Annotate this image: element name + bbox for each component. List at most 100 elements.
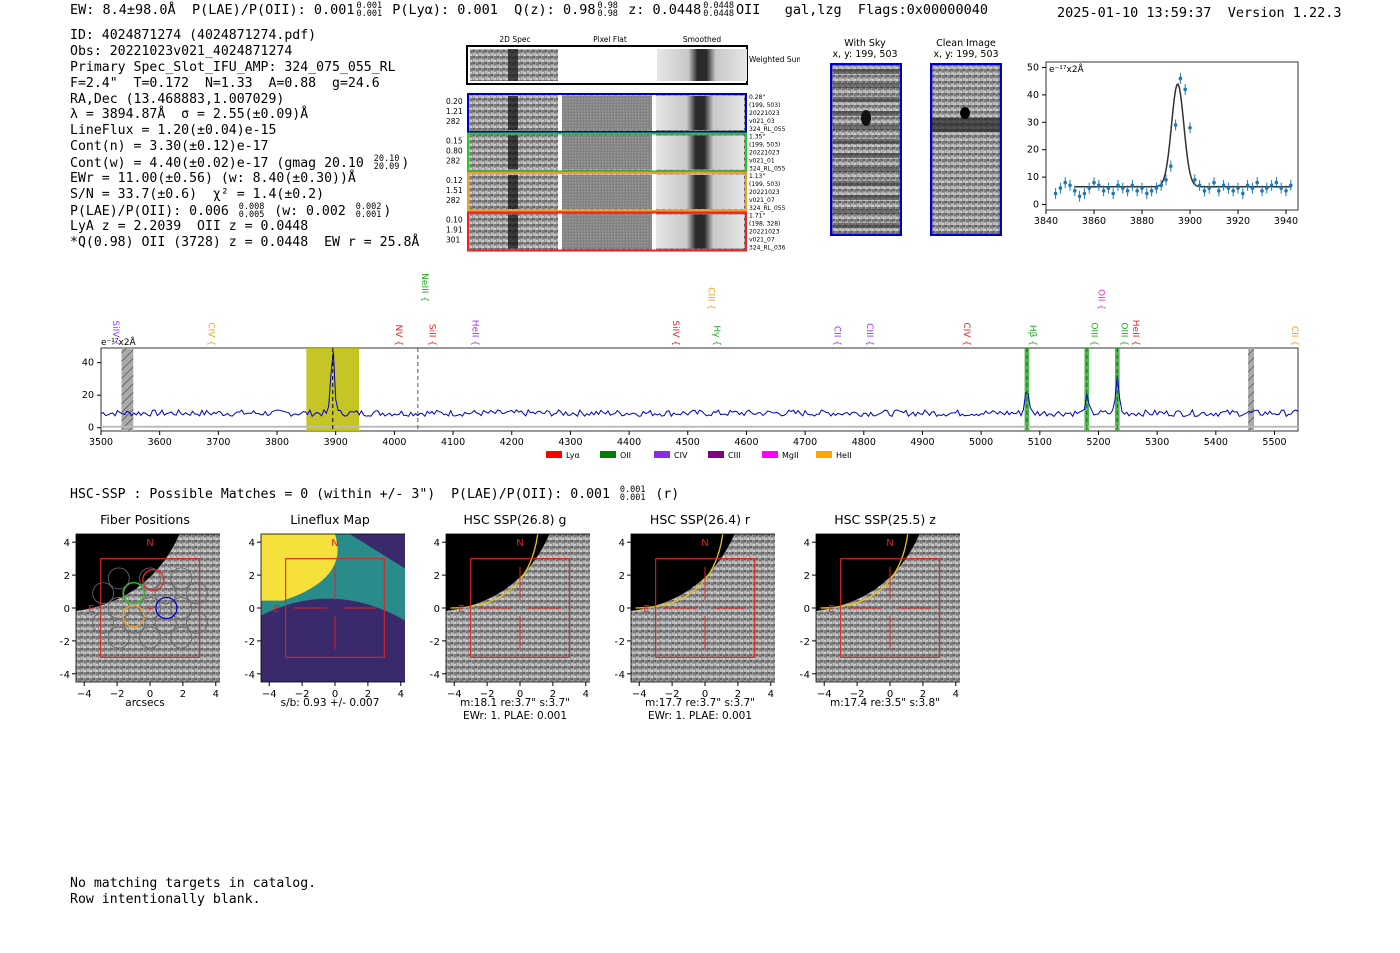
data-point bbox=[1236, 186, 1240, 190]
sky-line bbox=[833, 181, 899, 186]
emission-line-label: CIV { bbox=[961, 322, 971, 346]
fiber-circle bbox=[154, 611, 177, 634]
cutout-row-note: v021_03 bbox=[749, 118, 775, 125]
cutout-row-note: 1.71" bbox=[749, 213, 765, 220]
y-tick-label: −4 bbox=[615, 670, 625, 681]
shaded-region bbox=[306, 348, 360, 431]
data-point bbox=[1231, 189, 1235, 193]
x-tick-label: 0 bbox=[147, 689, 153, 700]
cutout-row-value: 0.15 bbox=[446, 137, 463, 146]
cutout-row-note: 1.13" bbox=[749, 173, 765, 180]
y-tick-label: −4 bbox=[430, 670, 440, 681]
y-tick-label: 0 bbox=[1033, 200, 1039, 211]
emission-line-label: CIII { bbox=[864, 323, 874, 346]
caption-line: s/b: 0.93 +/- 0.007 bbox=[280, 697, 380, 709]
y-tick-label: 2 bbox=[64, 571, 70, 582]
y-tick-label: 40 bbox=[1027, 90, 1039, 101]
north-label: N bbox=[516, 538, 523, 549]
data-point bbox=[1245, 183, 1250, 188]
shaded-region bbox=[1024, 348, 1030, 431]
emission-line-label: OIII { bbox=[1089, 322, 1099, 346]
hsc-panel-image: N E −4 4 −2 2 0 0 2 −2 4 −4 bbox=[800, 533, 960, 700]
cutout-gap bbox=[652, 134, 656, 171]
y-tick-label: 30 bbox=[1027, 117, 1039, 128]
aperture-box bbox=[100, 558, 200, 658]
hsc-panel-caption: arcsecs bbox=[60, 697, 230, 710]
cutout-gap bbox=[652, 95, 656, 131]
cutout-2d-line bbox=[508, 135, 518, 170]
y-tick-label: 0 bbox=[434, 604, 440, 615]
east-label: E bbox=[88, 604, 94, 615]
data-point bbox=[1116, 183, 1120, 188]
fiber-circle bbox=[139, 626, 161, 649]
x-tick-label: 3700 bbox=[206, 437, 230, 448]
cutout-row-note: (199, 503) bbox=[749, 181, 780, 188]
data-point bbox=[1250, 186, 1255, 190]
cutout-row-value: 0.10 bbox=[446, 216, 463, 225]
y-tick-label: 2 bbox=[249, 571, 255, 582]
data-point bbox=[1173, 123, 1178, 127]
data-point bbox=[1169, 164, 1173, 168]
footer-line1: No matching targets in catalog. bbox=[70, 876, 317, 891]
caption-line: m:17.7 re:3.7" s:3.7" bbox=[645, 697, 755, 709]
sky-line bbox=[833, 83, 899, 88]
caption-line: EWr: 1. PLAE: 0.001 bbox=[462, 709, 568, 722]
data-point bbox=[1178, 76, 1183, 81]
info-plae: P(LAE)/P(OII): 0.006 0.008 0.005 (w: 0.00… bbox=[70, 201, 392, 220]
data-point bbox=[1212, 180, 1216, 185]
y-tick-label: −2 bbox=[60, 637, 70, 648]
sky-line bbox=[833, 139, 899, 144]
x-tick-label: 4 bbox=[398, 689, 404, 700]
info-lya-z: LyA z = 2.2039 OII z = 0.0448 bbox=[70, 218, 309, 234]
y-tick-label: 2 bbox=[434, 571, 440, 582]
error-band bbox=[101, 425, 1298, 428]
plot-frame bbox=[1045, 61, 1299, 211]
east-label: E bbox=[643, 604, 649, 615]
data-point bbox=[1221, 183, 1226, 188]
x-tick-label: 5300 bbox=[1145, 437, 1169, 448]
data-point bbox=[1159, 183, 1163, 188]
cutout-gap bbox=[558, 95, 562, 131]
data-point bbox=[1255, 180, 1259, 185]
emission-line-label: Hβ { bbox=[1027, 325, 1037, 346]
x-tick-label: 0 bbox=[517, 689, 523, 700]
info-id: ID: 4024871274 (4024871274.pdf) bbox=[70, 28, 317, 43]
hsc-summary: HSC-SSP : Possible Matches = 0 (within +… bbox=[70, 485, 680, 503]
cutout-row-note: v021_07 bbox=[749, 237, 775, 244]
x-tick-label: 5500 bbox=[1262, 437, 1286, 448]
y-tick-label: 20 bbox=[82, 390, 94, 401]
aperture-box bbox=[470, 558, 570, 658]
y-tick-label: 2 bbox=[804, 571, 810, 582]
fiber-cutouts: 2D Spec Pixel Flat Smoothed Weighted Sum… bbox=[446, 35, 800, 252]
ew-value: EW: 8.4±98.0Å bbox=[70, 2, 176, 18]
x-tick-label: −2 bbox=[480, 689, 495, 700]
legend-swatch bbox=[654, 451, 670, 458]
data-point bbox=[1149, 189, 1154, 193]
center-marker: + bbox=[146, 604, 154, 614]
x-tick-label: 4600 bbox=[734, 437, 758, 448]
x-tick-label: 2 bbox=[180, 689, 186, 700]
fit-curve bbox=[1074, 82, 1291, 188]
x-tick-label: 4700 bbox=[793, 437, 817, 448]
data-point bbox=[1188, 125, 1192, 130]
x-tick-label: −4 bbox=[262, 689, 277, 700]
fiber-circle bbox=[154, 582, 177, 605]
y-tick-label: 2 bbox=[619, 571, 625, 582]
info-lambda: λ = 3894.87Å σ = 2.55(±0.09)Å bbox=[70, 107, 309, 123]
east-label: E bbox=[273, 604, 279, 615]
data-point bbox=[1101, 189, 1106, 193]
data-point bbox=[1092, 180, 1096, 185]
info-radec: RA,Dec (13.468883,1.007029) bbox=[70, 91, 285, 107]
data-point bbox=[1145, 191, 1149, 196]
x-tick-label: 4800 bbox=[852, 437, 876, 448]
y-tick-label: 0 bbox=[619, 604, 625, 615]
cutout-gap bbox=[558, 134, 562, 171]
data-point bbox=[1207, 186, 1211, 190]
x-tick-label: −2 bbox=[295, 689, 310, 700]
data-point bbox=[1197, 183, 1202, 188]
info-contw: Cont(w) = 4.40(±0.02)e-17 (gmag 20.10 20… bbox=[70, 154, 410, 173]
full-spectrum-chart: 3500 3600 3700 3800 3900 4000 4100 4200 4300 4400… bbox=[82, 273, 1299, 460]
